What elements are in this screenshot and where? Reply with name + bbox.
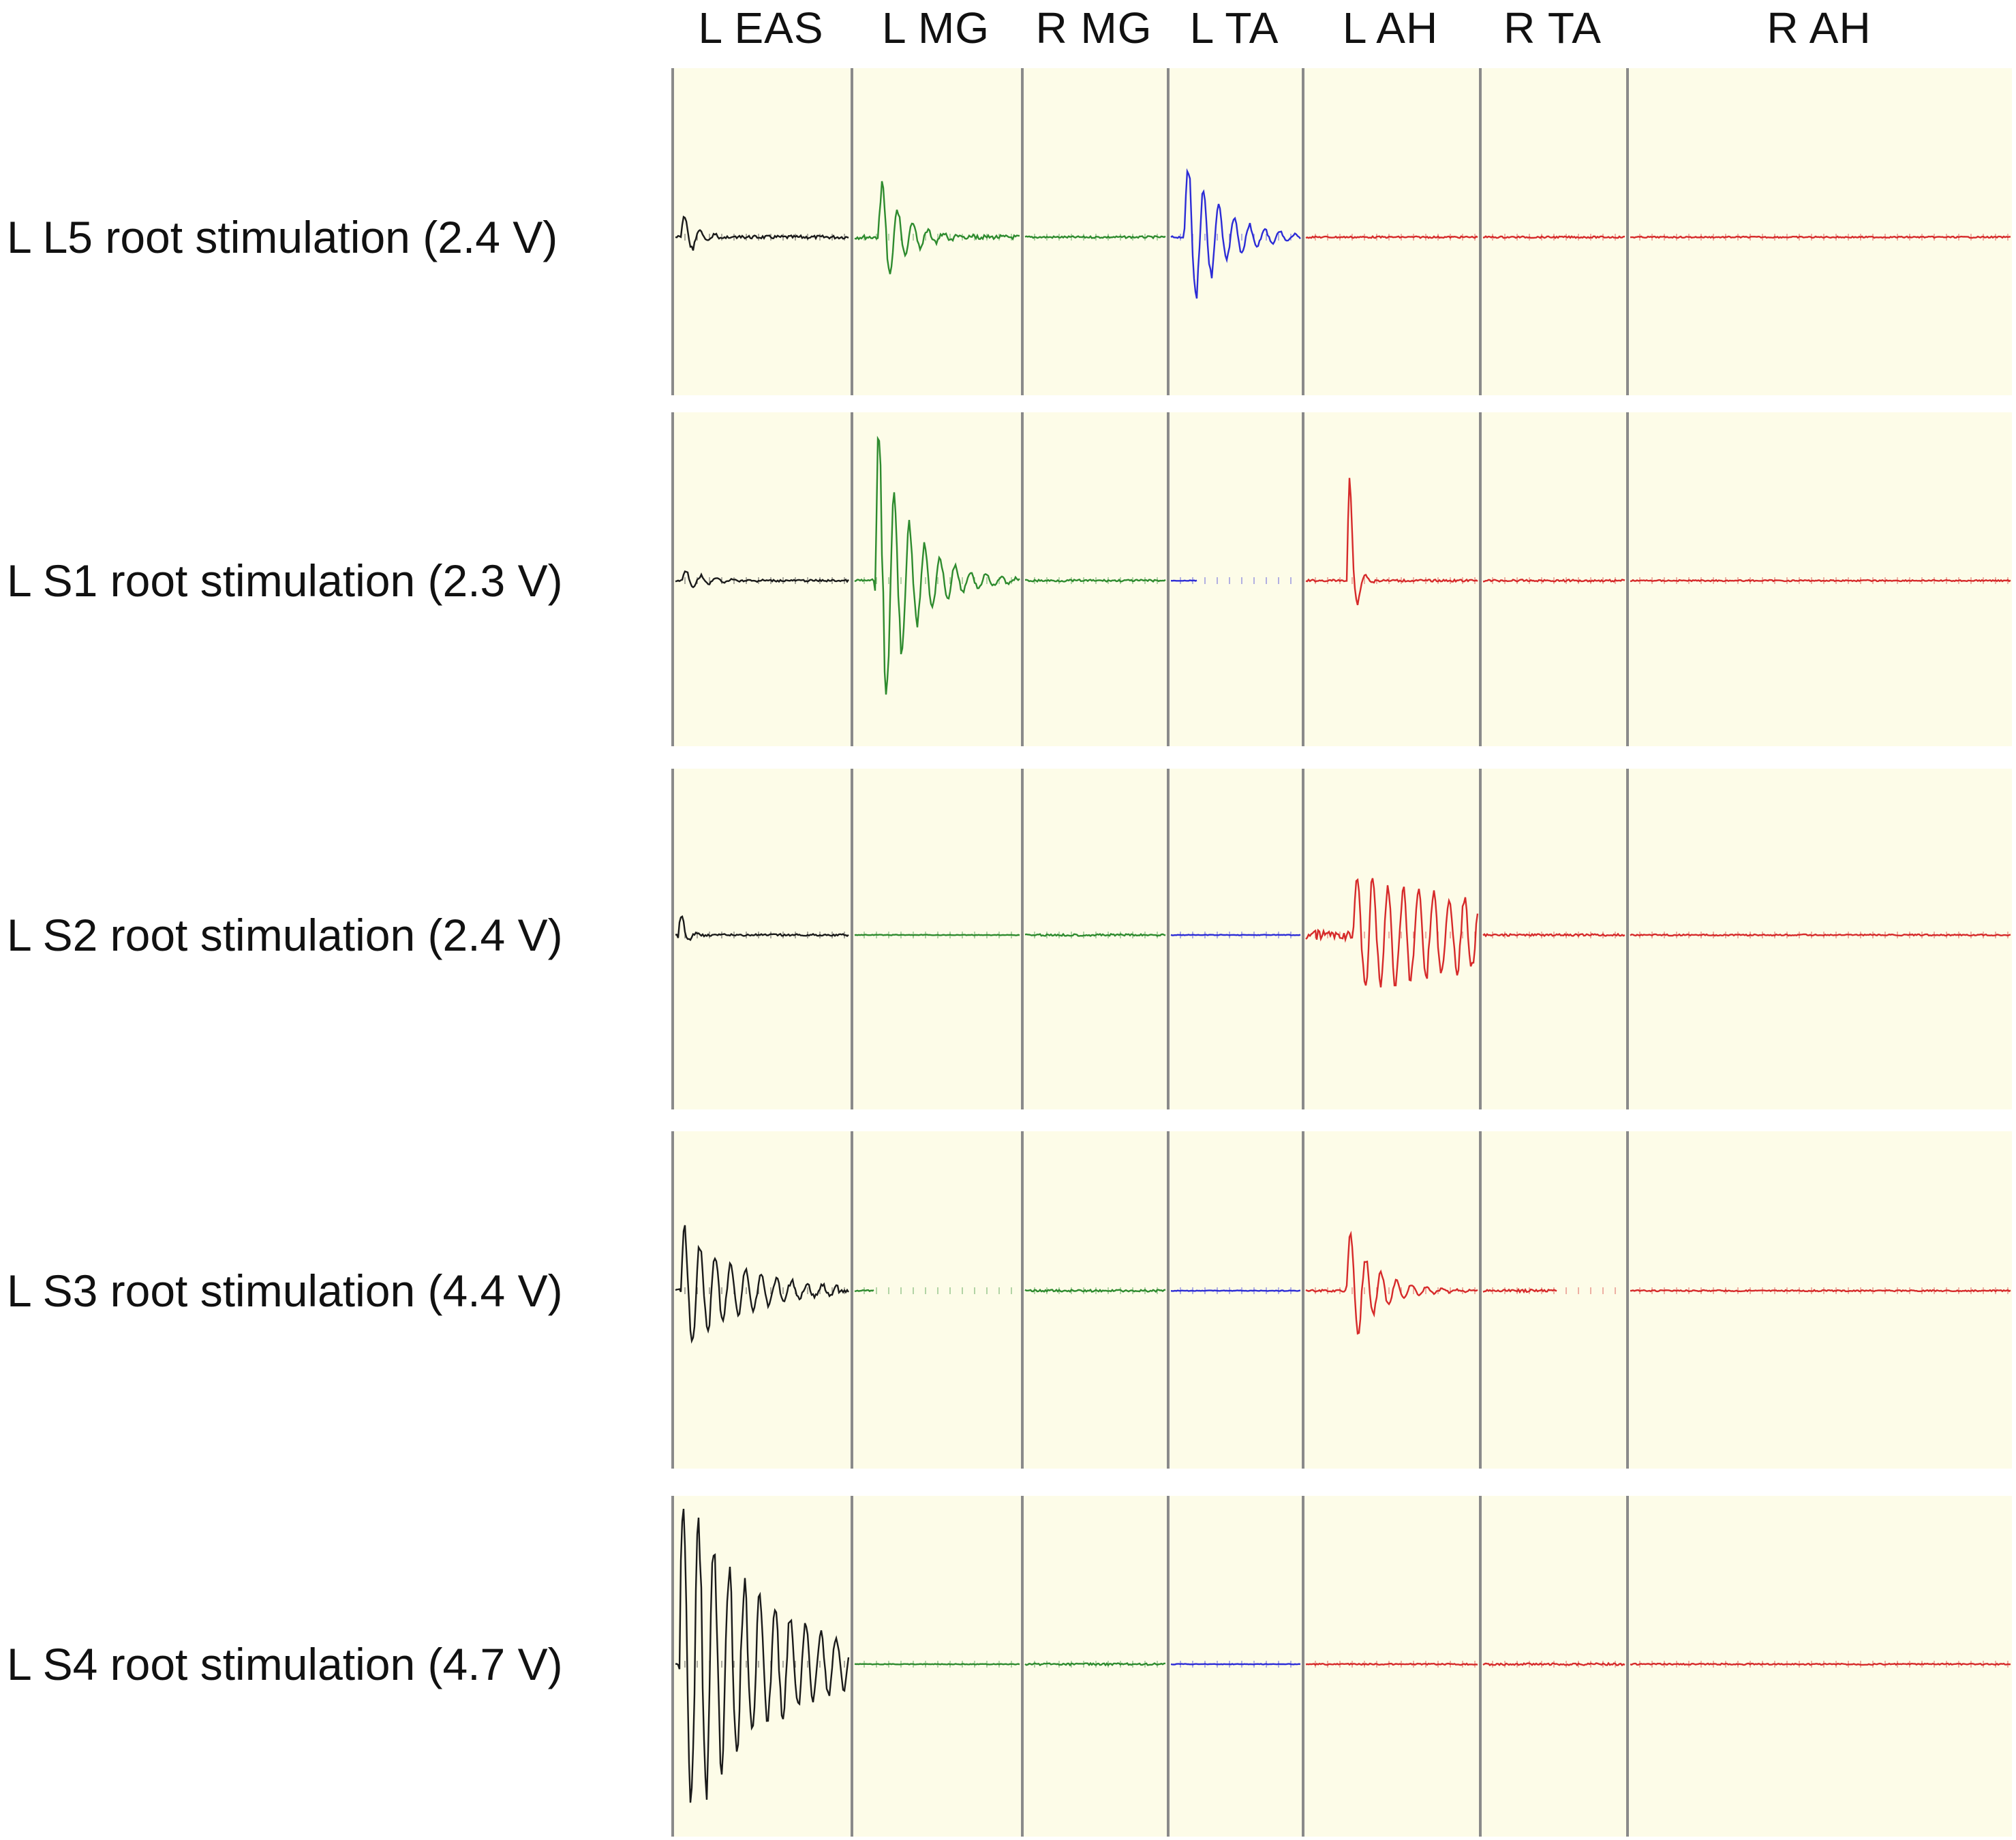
emg-trace-r-ah [1630, 1289, 2011, 1293]
row-label: L S3 root stimulation (4.4 V) [7, 1266, 563, 1316]
channel-divider [1626, 68, 1629, 395]
emg-trace-r-ah [1630, 1662, 2011, 1666]
emg-trace-r-ta [1482, 235, 1625, 239]
emg-trace-l-eas [675, 1508, 850, 1803]
trace-canvas [675, 878, 2011, 987]
recording-panel [671, 412, 2012, 746]
channel-divider [1021, 1496, 1024, 1837]
recording-panel [671, 1131, 2012, 1469]
channel-divider [1302, 412, 1304, 746]
emg-trace-r-mg [1024, 578, 1166, 583]
channel-divider [671, 769, 674, 1109]
emg-trace-r-mg [1024, 234, 1166, 240]
row-label: L S1 root stimulation (2.3 V) [7, 555, 563, 606]
channel-divider [1626, 1496, 1629, 1837]
channel-divider [1167, 412, 1170, 746]
emg-trace-r-ta [1482, 579, 1625, 583]
row-label: L S2 root stimulation (2.4 V) [7, 910, 563, 960]
channel-divider [671, 412, 674, 746]
emg-trace-l-mg [854, 1289, 874, 1293]
channel-divider [1302, 68, 1304, 395]
channel-divider [1479, 68, 1482, 395]
emg-trace-r-mg [1024, 1661, 1165, 1667]
emg-trace-r-mg [1024, 1288, 1166, 1293]
emg-trace-l-eas [675, 1225, 849, 1344]
emg-trace-l-ah [1305, 878, 1479, 987]
row-label: L S4 root stimulation (4.7 V) [7, 1639, 563, 1689]
channel-divider [851, 68, 853, 395]
channel-divider [1167, 68, 1170, 395]
muscle-label-l-ta: L TA [1189, 3, 1279, 52]
channel-divider [1302, 1496, 1304, 1837]
channel-divider [1167, 1496, 1170, 1837]
emg-trace-l-ah [1305, 1230, 1478, 1335]
emg-trace-r-mg [1024, 932, 1166, 937]
emg-trace-l-mg [854, 435, 1020, 695]
channel-divider [1479, 1131, 1482, 1469]
channel-divider [1167, 769, 1170, 1109]
channel-divider [671, 68, 674, 395]
channel-divider [671, 1496, 674, 1837]
muscle-label-l-mg: L MG [881, 3, 990, 52]
emg-trace-r-ta [1482, 1661, 1625, 1667]
muscle-label-l-eas: L EAS [698, 3, 824, 52]
emg-trace-r-ta [1482, 932, 1625, 938]
emg-trace-l-eas [675, 215, 849, 251]
emg-trace-l-ah [1305, 235, 1478, 239]
emg-trace-r-ah [1630, 933, 2011, 937]
trace-canvas [675, 168, 2011, 299]
emg-trace-l-eas [675, 915, 849, 941]
emg-trace-l-mg [854, 1663, 1020, 1666]
emg-trace-l-ta [1170, 168, 1301, 299]
channel-divider [851, 1496, 853, 1837]
muscle-label-r-ah: R AH [1767, 3, 1872, 52]
row-label: L L5 root stimulation (2.4 V) [7, 212, 558, 262]
channel-divider [1021, 68, 1024, 395]
channel-divider [851, 1131, 853, 1469]
emg-trace-r-ah [1630, 579, 2011, 583]
recording-panel [671, 769, 2012, 1109]
channel-divider [1479, 769, 1482, 1109]
channel-divider [1167, 1131, 1170, 1469]
channel-divider [1021, 412, 1024, 746]
muscle-label-l-ah: L AH [1342, 3, 1439, 52]
trace-canvas [675, 1225, 2011, 1344]
channel-divider [1021, 1131, 1024, 1469]
channel-divider [1626, 769, 1629, 1109]
emg-trace-l-ah [1305, 1662, 1478, 1666]
channel-divider [851, 769, 853, 1109]
emg-trace-r-ta [1482, 1288, 1557, 1294]
channel-divider [1302, 769, 1304, 1109]
channel-divider [1479, 1496, 1482, 1837]
channel-divider [1479, 412, 1482, 746]
muscle-label-r-ta: R TA [1503, 3, 1602, 52]
channel-divider [1626, 1131, 1629, 1469]
emg-trace-l-ta [1170, 1663, 1301, 1666]
trace-canvas [675, 435, 2011, 695]
recording-panel [671, 68, 2012, 395]
recording-panel [671, 1496, 2012, 1837]
channel-divider [1302, 1131, 1304, 1469]
emg-trace-r-ah [1630, 235, 2011, 239]
channel-divider [1021, 769, 1024, 1109]
channel-divider [1626, 412, 1629, 746]
channel-divider [851, 412, 853, 746]
emg-trace-l-ah [1305, 478, 1478, 606]
muscle-label-r-mg: R MG [1035, 3, 1152, 52]
emg-trace-l-ta [1170, 934, 1301, 936]
channel-divider [671, 1131, 674, 1469]
emg-trace-l-eas [675, 570, 849, 589]
trace-canvas [675, 1508, 2011, 1803]
emg-trace-l-mg [854, 181, 1020, 275]
emg-trace-l-mg [854, 934, 1020, 936]
